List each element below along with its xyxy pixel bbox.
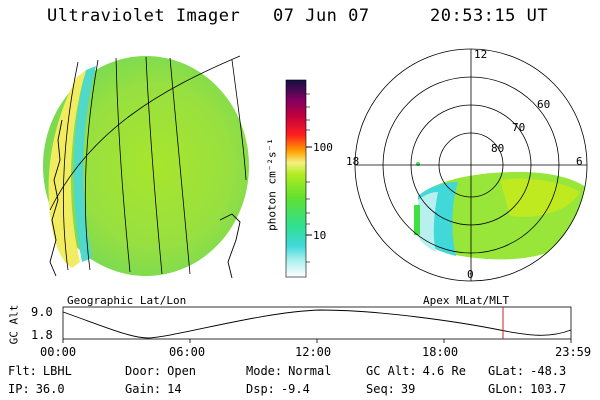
colorbar-label: photon cm⁻²s⁻¹	[265, 138, 279, 231]
colorbar-tick-100: 100	[313, 141, 333, 154]
observation-time: 20:53:15 UT	[430, 6, 549, 26]
instrument-title: Ultraviolet Imager	[47, 6, 241, 26]
longitude-lines	[63, 56, 247, 275]
param-door: Door: Open	[125, 364, 197, 378]
param-dsp: Dsp: -9.4	[246, 382, 310, 396]
param-glat: GLat: -48.3	[488, 364, 567, 378]
colorbar	[285, 79, 312, 278]
observation-date: 07 Jun 07	[273, 6, 370, 26]
param-gain: Gain: 14	[125, 382, 182, 396]
terminator-band	[73, 66, 96, 262]
altitude-curve	[62, 309, 572, 339]
dayside-band	[48, 70, 86, 268]
param-mode: Mode: Normal	[246, 364, 332, 378]
polar-plot	[354, 48, 588, 282]
apex-caption: Apex MLat/MLT	[423, 294, 510, 307]
lat-label-80: 80	[491, 142, 505, 155]
param-seq: Seq: 39	[366, 382, 416, 396]
lat-label-70: 70	[512, 121, 526, 134]
mlt-label-18: 18	[346, 155, 360, 168]
mlt-label-6: 6	[576, 155, 583, 168]
geographic-caption: Geographic Lat/Lon	[67, 294, 187, 307]
orbit-xtick-4: 23:59	[555, 345, 592, 359]
orbit-xtick-0: 00:00	[40, 345, 77, 359]
latitude-line	[49, 55, 241, 211]
param-flt: Flt: LBHL	[8, 364, 72, 378]
orbit-xtick-1: 06:00	[169, 345, 206, 359]
orbit-ytick-1.8: 1.8	[31, 328, 53, 342]
param-gc-alt: GC Alt: 4.6 Re	[366, 364, 466, 378]
param-glon: GLon: 103.7	[488, 382, 567, 396]
orbit-xtick-3: 18:00	[422, 345, 459, 359]
colorbar-tick-10: 10	[313, 229, 327, 242]
orbit-ylabel: GC Alt	[7, 304, 21, 345]
orbit-xtick-2: 12:00	[295, 345, 332, 359]
orbit-ytick-9: 9.0	[31, 305, 53, 319]
param-ip: IP: 36.0	[8, 382, 65, 396]
mlt-label-12: 12	[474, 48, 488, 61]
auroral-oval	[414, 162, 587, 260]
orbit-plot	[62, 306, 572, 343]
coastline	[49, 119, 241, 279]
mlt-label-0: 0	[467, 268, 474, 281]
geographic-image	[43, 55, 249, 279]
earth-disk	[43, 56, 249, 276]
lat-label-60: 60	[537, 98, 551, 111]
